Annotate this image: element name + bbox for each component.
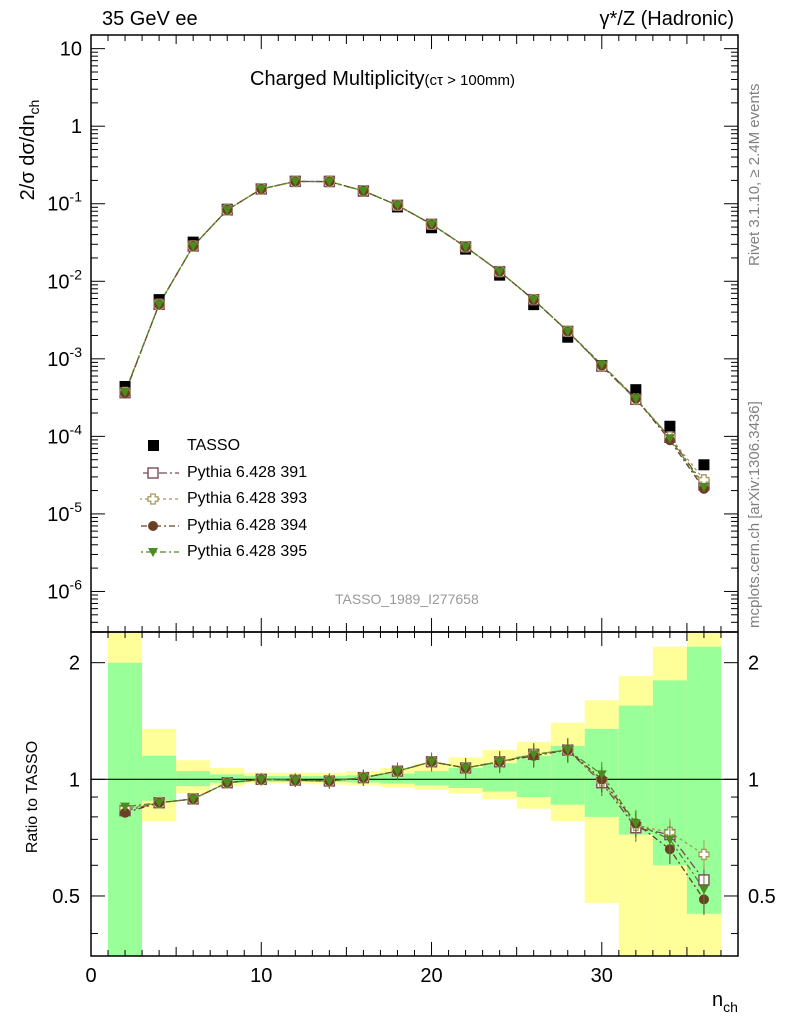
side-label-rivet: Rivet 3.1.10, ≥ 2.4M events — [746, 83, 763, 267]
series-3-point-ratio-3 — [222, 778, 233, 788]
top-ytick-label: 10-4 — [47, 421, 82, 448]
legend-marker-0 — [147, 466, 159, 479]
legend-marker-1 — [147, 493, 159, 505]
series-3-point-top-6 — [324, 177, 335, 187]
series-3-point-ratio-1 — [154, 798, 165, 808]
xlabel: nch — [712, 989, 738, 1015]
watermark: TASSO_1989_I277658 — [335, 591, 479, 607]
axis-ticks — [90, 35, 738, 956]
series-3-point-top-14 — [596, 360, 607, 370]
data-point-0 — [119, 380, 131, 392]
xtick-label: 20 — [420, 965, 442, 987]
series-3-point-ratio-2 — [188, 794, 199, 804]
top-ylabel: 2/σ dσ/dnch — [17, 100, 42, 201]
band-stat-2 — [176, 771, 211, 787]
top-ytick-label: 10-3 — [47, 344, 82, 371]
ratio-panel-frame — [90, 631, 739, 957]
series-3-point-ratio-13 — [562, 746, 573, 756]
series-3-point-ratio-4 — [256, 775, 267, 785]
series-3-point-ratio-14 — [596, 770, 607, 780]
series-3-point-top-12 — [528, 295, 539, 305]
ratio-ytick-label-right: 0.5 — [748, 886, 776, 908]
series-3-point-ratio-8 — [392, 767, 403, 777]
legend-label-series-1: Pythia 6.428 393 — [187, 490, 308, 507]
data-markers — [119, 175, 710, 915]
series-3-point-top-2 — [188, 242, 199, 252]
series-3-point-top-0 — [120, 387, 131, 397]
ratio-ytick-label-right: 2 — [748, 653, 759, 675]
series-3-point-top-7 — [358, 186, 369, 196]
series-line-top-3 — [124, 180, 705, 488]
legend-label-series-0: Pythia 6.428 391 — [187, 463, 308, 481]
xtick-label: 30 — [591, 965, 613, 987]
top-ytick-label: 10-2 — [47, 266, 82, 293]
series-3-point-ratio-7 — [358, 773, 369, 783]
series-3-point-ratio-10 — [460, 763, 471, 773]
axis-labels: 0 10 20 30 10-6 10-5 10-4 10-3 10-2 10-1 1 10 0.5 0.5… — [17, 39, 776, 1015]
series-3-point-top-3 — [222, 205, 233, 215]
header-right: γ*/Z (Hadronic) — [599, 8, 734, 30]
band-stat-9 — [414, 771, 449, 786]
ratio-ytick-label-right: 1 — [748, 769, 759, 791]
series-3-point-ratio-16 — [664, 835, 675, 845]
data-point-15 — [630, 384, 642, 396]
series-3-point-top-4 — [256, 184, 267, 194]
data-point-16 — [664, 420, 676, 432]
data-point-13 — [562, 331, 574, 343]
series-3-point-ratio-5 — [290, 776, 301, 786]
legend-label-series-2: Pythia 6.428 394 — [187, 516, 308, 534]
series-3-point-top-13 — [562, 327, 573, 337]
series-3-point-top-10 — [460, 242, 471, 252]
ratio-ytick-label: 1 — [69, 769, 80, 791]
header-left: 35 GeV ee — [102, 8, 198, 30]
band-stat-1 — [142, 755, 177, 801]
ratio-ylabel: Ratio to TASSO — [24, 741, 41, 853]
plot-title: Charged Multiplicity(cτ > 100mm) — [250, 68, 515, 91]
top-ytick-label: 10-6 — [47, 576, 82, 603]
series-3-point-top-11 — [494, 267, 505, 277]
top-ytick-label: 10 — [60, 39, 82, 61]
top-ytick-label: 10-1 — [47, 189, 82, 216]
top-ytick-label: 10-5 — [47, 499, 82, 526]
plot-title-sub: (cτ > 100mm) — [424, 72, 516, 89]
series-3-point-top-1 — [154, 300, 165, 310]
series-3-point-top-17 — [698, 482, 709, 492]
series-3-point-ratio-15 — [630, 819, 641, 829]
series-3-point-top-9 — [426, 220, 437, 230]
data-point-17 — [698, 459, 710, 471]
legend-label-data: TASSO — [187, 437, 241, 454]
series-3-point-ratio-11 — [494, 757, 505, 767]
xtick-label: 10 — [250, 965, 272, 987]
ratio-ytick-label: 2 — [69, 653, 80, 675]
series-3-point-ratio-17 — [698, 885, 709, 895]
series-3-point-ratio-0 — [120, 802, 131, 812]
plot-frames — [90, 34, 739, 957]
series-3-point-top-16 — [664, 434, 675, 444]
plot-title-main: Charged Multiplicity — [250, 68, 425, 90]
legend-marker-3 — [148, 548, 158, 557]
series-3-point-top-8 — [392, 201, 403, 211]
series-3-point-top-5 — [290, 177, 301, 187]
side-label-mcplots: mcplots.cern.ch [arXiv:1306.3436] — [746, 401, 763, 628]
series-3-point-ratio-6 — [324, 777, 335, 787]
legend-marker-2 — [148, 520, 158, 531]
top-ytick-label: 1 — [71, 116, 82, 138]
xtick-label: 0 — [85, 965, 96, 987]
series-1-point-ratio-17 — [698, 848, 710, 861]
legend-label-series-3: Pythia 6.428 395 — [187, 543, 308, 560]
series-3-point-ratio-9 — [426, 757, 437, 767]
series-3-point-ratio-12 — [528, 750, 539, 760]
series-3-point-top-15 — [630, 394, 641, 404]
series-2-point-ratio-0 — [120, 807, 131, 818]
ratio-ytick-label: 0.5 — [52, 886, 80, 908]
